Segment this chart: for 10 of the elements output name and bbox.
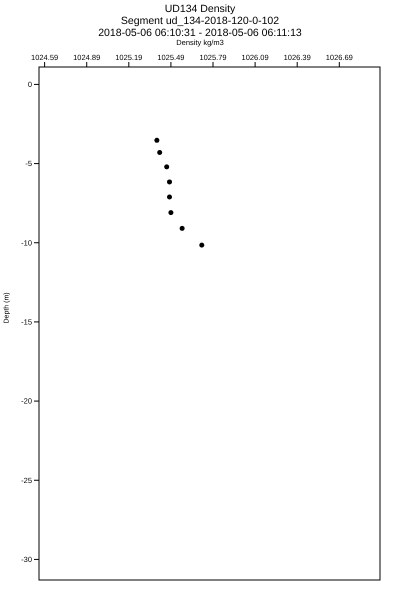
chart-title: UD134 Density [164,3,236,15]
point [157,150,162,155]
point [199,242,204,248]
point [168,210,174,216]
point [154,138,160,143]
point [167,179,172,184]
point [180,226,185,231]
point [164,164,170,170]
point [167,194,172,200]
chart-subtitle: Segment ud_134-2018-120-0-102 2018-05-06 06:10:31 - 2018-05-06 06:11:13 [97,15,303,39]
